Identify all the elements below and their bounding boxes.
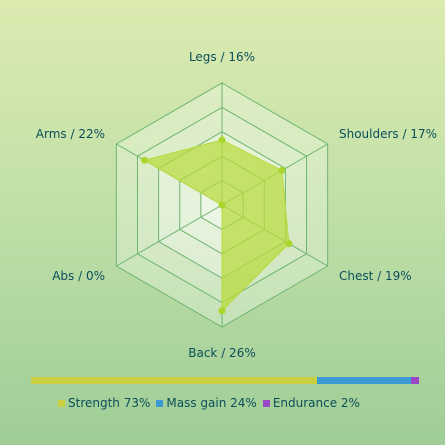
legend-item: Mass gain 24% (156, 396, 257, 410)
bar-segment-0 (31, 377, 318, 384)
data-point-back (218, 307, 226, 315)
legend-label: Endurance 2% (272, 396, 360, 410)
legend-swatch (58, 399, 65, 407)
axis-label-chest: Chest / 19% (339, 269, 412, 283)
axis-label-back: Back / 26% (188, 346, 255, 360)
legend-item: Strength 73% (58, 396, 150, 410)
data-point-abs (218, 201, 226, 209)
data-point-chest (285, 240, 293, 248)
legend-swatch (156, 399, 164, 407)
axis-label-legs: Legs / 16% (189, 50, 255, 64)
grid-spoke (116, 204, 223, 267)
data-point-shoulders (278, 166, 286, 174)
axis-label-abs: Abs / 0% (52, 269, 105, 283)
bar-segment-2 (411, 377, 419, 384)
legend-label: Mass gain 24% (166, 396, 257, 410)
data-point-legs (218, 136, 226, 144)
legend: Strength 73% Mass gain 24% Endurance 2% (58, 396, 360, 410)
legend-item: Endurance 2% (262, 396, 360, 410)
data-point-arms (141, 156, 149, 164)
legend-swatch (262, 399, 270, 407)
legend-label: Strength 73% (68, 396, 151, 410)
axis-label-shoulders: Shoulders / 17% (339, 127, 437, 141)
bar-segment-1 (317, 377, 412, 384)
axis-label-arms: Arms / 22% (36, 127, 105, 141)
radar-axis-labels: Legs / 16% Shoulders / 17% Chest / 19% Back… (36, 50, 437, 360)
radar-series (141, 136, 293, 315)
split-bar (31, 377, 419, 384)
